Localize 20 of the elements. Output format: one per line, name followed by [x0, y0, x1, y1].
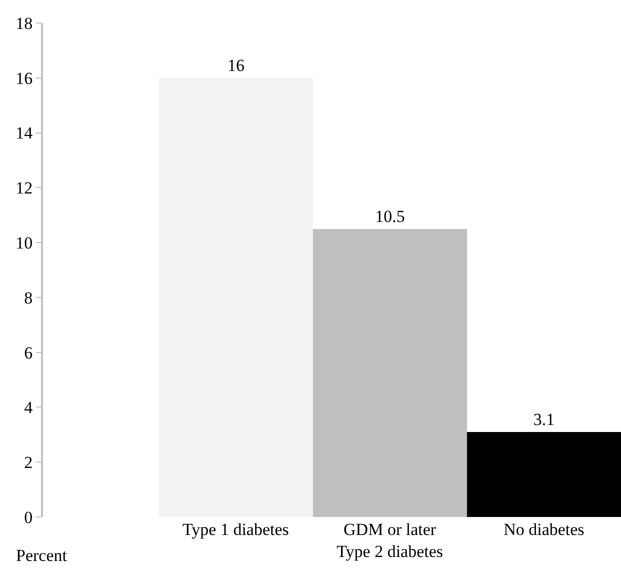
bar: [467, 432, 621, 517]
y-axis-title: Percent: [16, 546, 68, 565]
y-tick-label: 10: [16, 234, 33, 253]
data-label: 10.5: [375, 207, 405, 226]
x-tick-label: No diabetes: [504, 520, 584, 539]
data-label: 3.1: [533, 410, 555, 429]
y-tick-label: 16: [16, 68, 33, 88]
x-tick-label: Type 1 diabetes: [182, 520, 289, 539]
bar: [159, 78, 313, 517]
bar: [313, 229, 467, 517]
y-tick-label: 2: [24, 453, 33, 472]
y-tick-label: 6: [24, 343, 33, 362]
data-label: 16: [228, 56, 244, 75]
y-tick-label: 8: [24, 288, 33, 308]
y-tick-label: 12: [16, 178, 33, 198]
y-tick-label: 4: [24, 398, 34, 418]
x-tick-label: GDM or later Type 2 diabetes: [336, 520, 444, 562]
y-tick-label: 14: [16, 124, 34, 143]
y-tick-label: 0: [24, 508, 33, 527]
y-tick-label: 18: [16, 14, 33, 33]
